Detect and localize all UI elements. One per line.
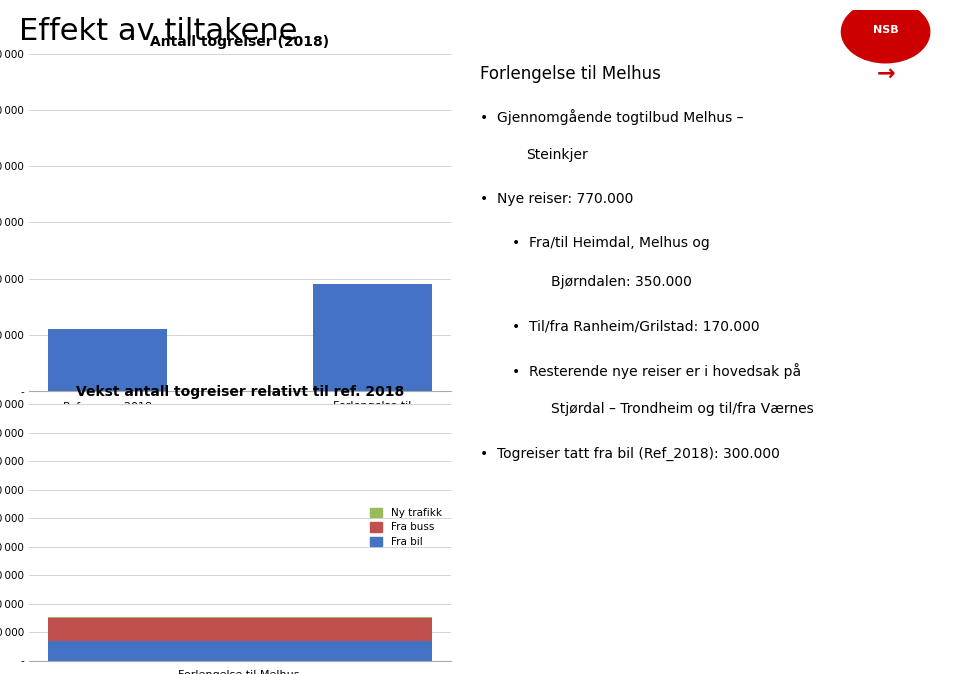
Title: Vekst antall togreiser relativt til ref. 2018: Vekst antall togreiser relativt til ref.… — [76, 385, 404, 399]
Text: •  Resterende nye reiser er i hovedsak på: • Resterende nye reiser er i hovedsak på — [513, 363, 802, 379]
Bar — [48, 618, 432, 640]
Text: Effekt av tiltakene: Effekt av tiltakene — [19, 17, 298, 46]
Text: •  Til/fra Ranheim/Grilstad: 170.000: • Til/fra Ranheim/Grilstad: 170.000 — [513, 319, 760, 333]
Bar — [313, 284, 432, 391]
Bar — [48, 329, 167, 391]
Circle shape — [841, 1, 929, 63]
Text: •  Nye reiser: 770.000: • Nye reiser: 770.000 — [480, 192, 634, 206]
Bar — [48, 617, 432, 618]
Text: →: → — [876, 63, 895, 84]
Text: •  Togreiser tatt fra bil (Ref_2018): 300.000: • Togreiser tatt fra bil (Ref_2018): 300… — [480, 446, 780, 460]
Text: Steinkjer: Steinkjer — [526, 148, 588, 162]
Text: Stjørdal – Trondheim og til/fra Værnes: Stjørdal – Trondheim og til/fra Værnes — [551, 402, 814, 417]
Bar — [48, 640, 432, 661]
Legend: Ny trafikk, Fra buss, Fra bil: Ny trafikk, Fra buss, Fra bil — [366, 503, 446, 551]
Text: NSB: NSB — [873, 25, 899, 35]
Text: •  Gjennomgående togtilbud Melhus –: • Gjennomgående togtilbud Melhus – — [480, 109, 743, 125]
Title: Antall togreiser (2018): Antall togreiser (2018) — [151, 34, 329, 49]
Text: •  Fra/til Heimdal, Melhus og: • Fra/til Heimdal, Melhus og — [513, 236, 710, 250]
Text: Forlengelse til Melhus: Forlengelse til Melhus — [480, 65, 660, 83]
Text: Bjørndalen: 350.000: Bjørndalen: 350.000 — [551, 275, 692, 289]
